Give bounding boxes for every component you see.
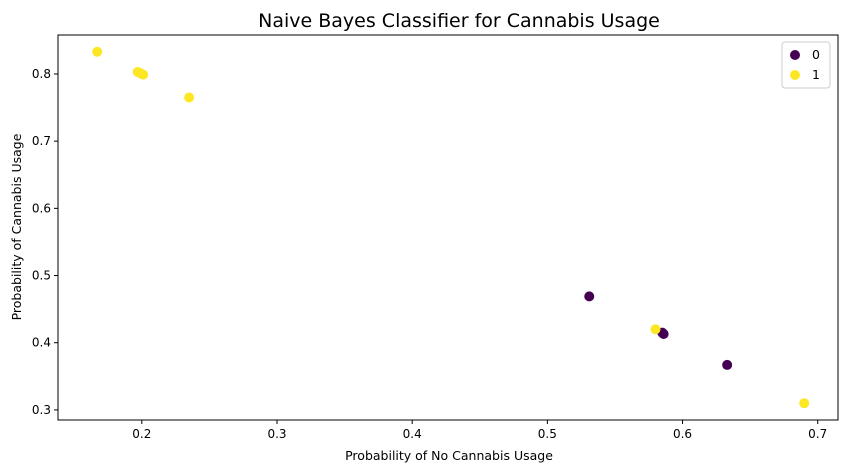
legend-item: 0 — [790, 47, 820, 62]
y-axis-label: Probability of Cannabis Usage — [9, 133, 24, 320]
x-tick-label: 0.7 — [808, 427, 827, 441]
x-axis: 0.2 0.3 0.4 0.5 0.6 0.7 — [132, 420, 827, 441]
data-point — [584, 291, 595, 302]
data-point — [722, 359, 733, 370]
data-point — [650, 324, 661, 335]
y-tick-label: 0.4 — [32, 336, 51, 350]
y-tick-label: 0.7 — [32, 134, 51, 148]
y-tick-label: 0.3 — [32, 403, 51, 417]
y-tick-label: 0.8 — [32, 67, 51, 81]
chart-title: Naive Bayes Classifier for Cannabis Usag… — [258, 10, 660, 32]
legend-label: 0 — [812, 47, 820, 62]
x-tick-label: 0.4 — [403, 427, 422, 441]
data-point — [92, 46, 103, 57]
legend-marker — [790, 70, 800, 80]
legend-item: 1 — [790, 67, 820, 82]
x-tick-label: 0.2 — [132, 427, 151, 441]
x-tick-label: 0.6 — [673, 427, 692, 441]
y-tick-label: 0.5 — [32, 269, 51, 283]
data-point — [658, 328, 669, 339]
legend-label: 1 — [812, 67, 820, 82]
data-point — [799, 398, 810, 409]
x-tick-label: 0.5 — [538, 427, 557, 441]
series-1 — [92, 46, 810, 409]
axes-frame — [57, 34, 839, 421]
legend: 01 — [781, 41, 831, 89]
legend-box — [781, 41, 831, 89]
data-point — [184, 92, 195, 103]
x-tick-label: 0.3 — [267, 427, 286, 441]
x-axis-label: Probability of No Cannabis Usage — [345, 448, 553, 463]
y-axis: 0.3 0.4 0.5 0.6 0.7 0.8 — [32, 67, 58, 417]
plot-area — [92, 46, 810, 409]
legend-marker — [790, 50, 800, 60]
y-tick-label: 0.6 — [32, 201, 51, 215]
data-point — [138, 69, 149, 80]
